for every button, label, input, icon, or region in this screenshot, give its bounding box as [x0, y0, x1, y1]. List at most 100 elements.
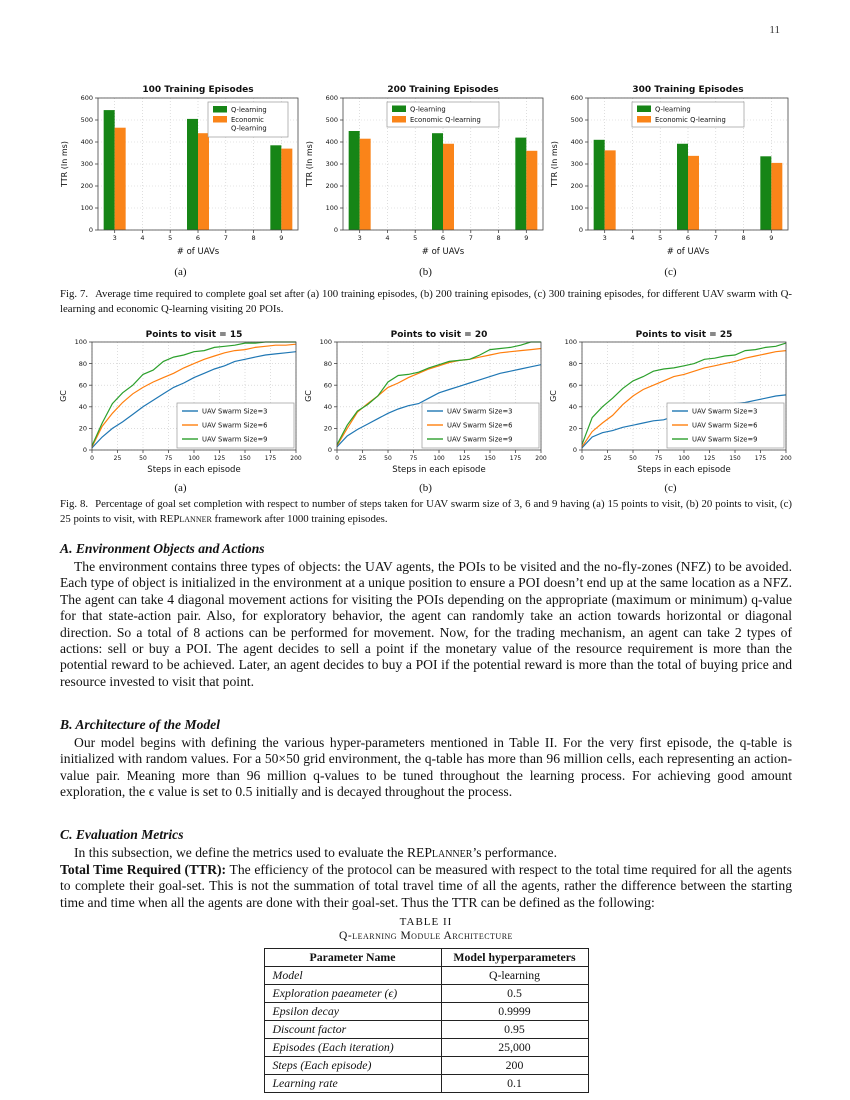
figure8-caption: Fig. 8. Percentage of goal set completion… [60, 497, 792, 526]
figure8-caption-pre: Percentage of goal set completion with r… [60, 498, 792, 525]
hyperparameter-table: Parameter Name Model hyperparameters Mod… [263, 948, 589, 1093]
svg-text:100: 100 [571, 204, 583, 212]
section-c-intro-pre: In this subsection, we define the metric… [74, 845, 407, 860]
table-row: Episodes (Each iteration) 25,000 [263, 1038, 589, 1057]
svg-text:75: 75 [410, 455, 418, 462]
svg-text:100: 100 [678, 455, 690, 462]
svg-text:600: 600 [81, 94, 93, 102]
svg-text:150: 150 [239, 455, 251, 462]
table-cell-param: Model [263, 966, 442, 985]
svg-text:100: 100 [320, 338, 332, 346]
svg-text:4: 4 [630, 234, 634, 242]
svg-text:20: 20 [79, 425, 87, 433]
line-chart-svg: 0 20 40 60 80 100 0 25 50 75 100 125 150 175 200 Points… [304, 330, 547, 475]
svg-text:200 Training Episodes: 200 Training Episodes [387, 85, 498, 95]
section-b-paragraph: Our model begins with defining the vario… [60, 735, 792, 800]
svg-text:UAV Swarm Size=3: UAV Swarm Size=3 [202, 407, 267, 415]
svg-text:150: 150 [484, 455, 496, 462]
subfigure-label-a: (a) [174, 266, 187, 278]
svg-text:300: 300 [571, 160, 583, 168]
table2-title: TABLE II [399, 916, 453, 928]
table-cell-value: 25,000 [440, 1038, 589, 1057]
svg-text:TTR (In ms): TTR (In ms) [60, 141, 69, 188]
svg-text:100: 100 [565, 338, 577, 346]
section-c-intro-post: ’s performance. [472, 845, 557, 860]
table-cell-param: Epsilon decay [263, 1002, 442, 1021]
svg-text:400: 400 [81, 138, 93, 146]
line-chart-points-20: 0 20 40 60 80 100 0 25 50 75 100 125 150 175 200 Points… [303, 328, 548, 494]
table-cell-param: Steps (Each episode) [263, 1056, 442, 1075]
line-chart-points-25: 0 20 40 60 80 100 0 25 50 75 100 125 150 175 200 Points… [548, 328, 793, 494]
table-row: Epsilon decay 0.9999 [263, 1002, 589, 1021]
table-header-param: Parameter Name [263, 948, 442, 967]
svg-text:UAV Swarm Size=6: UAV Swarm Size=6 [202, 421, 267, 429]
table-cell-value: 0.95 [440, 1020, 589, 1039]
svg-text:6: 6 [686, 234, 690, 242]
svg-text:3: 3 [358, 234, 362, 242]
table-cell-param: Episodes (Each iteration) [263, 1038, 442, 1057]
svg-text:200: 200 [290, 455, 302, 462]
svg-text:100: 100 [188, 455, 200, 462]
subfigure-label-b: (b) [419, 482, 432, 494]
figure7-charts: 0 100 200 300 400 500 600 3 4 5 6 7 8 9 100 Training E… [58, 82, 793, 278]
replanner-name: REPlanner [406, 845, 473, 860]
svg-text:600: 600 [571, 94, 583, 102]
svg-text:300: 300 [81, 160, 93, 168]
line-chart-points-15: 0 20 40 60 80 100 0 25 50 75 100 125 150 175 200 Points… [58, 328, 303, 494]
svg-text:7: 7 [224, 234, 228, 242]
table2-block: TABLE II Q-learning Module Architecture … [60, 916, 792, 1093]
svg-text:40: 40 [324, 403, 332, 411]
bar-chart-svg: 0 100 200 300 400 500 600 3 4 5 6 7 8 9 200 Training E… [305, 85, 544, 257]
svg-text:8: 8 [496, 234, 500, 242]
svg-text:UAV Swarm Size=9: UAV Swarm Size=9 [202, 435, 267, 443]
svg-text:0: 0 [328, 446, 332, 454]
svg-text:50: 50 [139, 455, 147, 462]
svg-text:125: 125 [459, 455, 471, 462]
line-chart-svg: 0 20 40 60 80 100 0 25 50 75 100 125 150 175 200 Points… [549, 330, 792, 475]
bar-chart-300-episodes: 0 100 200 300 400 500 600 3 4 5 6 7 8 9 300 Training E… [548, 82, 793, 278]
svg-text:200: 200 [780, 455, 792, 462]
table2-subtitle: Q-learning Module Architecture [339, 930, 513, 942]
svg-text:40: 40 [569, 403, 577, 411]
svg-text:500: 500 [571, 116, 583, 124]
svg-text:0: 0 [580, 455, 584, 462]
svg-text:100: 100 [75, 338, 87, 346]
subfigure-label-b: (b) [419, 266, 432, 278]
svg-text:125: 125 [214, 455, 226, 462]
svg-text:Economic: Economic [231, 116, 264, 124]
table-cell-value: 0.5 [440, 984, 589, 1003]
svg-text:0: 0 [335, 455, 339, 462]
svg-text:25: 25 [604, 455, 612, 462]
svg-text:3: 3 [603, 234, 607, 242]
svg-text:Points to visit = 25: Points to visit = 25 [636, 330, 733, 340]
svg-text:9: 9 [524, 234, 528, 242]
svg-text:150: 150 [729, 455, 741, 462]
chart-canvas-200: 0 100 200 300 400 500 600 3 4 5 6 7 8 9 200 Training E… [303, 82, 548, 264]
svg-text:200: 200 [571, 182, 583, 190]
svg-text:50: 50 [384, 455, 392, 462]
svg-text:Q-learning: Q-learning [655, 106, 691, 114]
figure7-caption-text: Average time required to complete goal s… [60, 288, 792, 315]
svg-text:Q-learning: Q-learning [410, 106, 446, 114]
chart-canvas-300: 0 100 200 300 400 500 600 3 4 5 6 7 8 9 300 Training E… [548, 82, 793, 264]
section-c-intro: In this subsection, we define the metric… [60, 845, 792, 861]
svg-text:80: 80 [569, 360, 577, 368]
table-header-row: Parameter Name Model hyperparameters [263, 948, 589, 967]
subfigure-label-a: (a) [174, 482, 187, 494]
svg-text:3: 3 [113, 234, 117, 242]
svg-text:0: 0 [573, 446, 577, 454]
svg-text:60: 60 [324, 381, 332, 389]
svg-text:TTR (In ms): TTR (In ms) [550, 141, 559, 188]
svg-text:8: 8 [251, 234, 255, 242]
svg-text:400: 400 [326, 138, 338, 146]
svg-text:5: 5 [168, 234, 172, 242]
svg-text:9: 9 [769, 234, 773, 242]
svg-text:500: 500 [326, 116, 338, 124]
subfigure-label-c: (c) [664, 266, 677, 278]
svg-text:100: 100 [326, 204, 338, 212]
figure7-caption-label: Fig. 7. [60, 288, 89, 300]
svg-text:100: 100 [81, 204, 93, 212]
svg-text:200: 200 [326, 182, 338, 190]
svg-text:8: 8 [741, 234, 745, 242]
page-number: 11 [769, 24, 780, 36]
